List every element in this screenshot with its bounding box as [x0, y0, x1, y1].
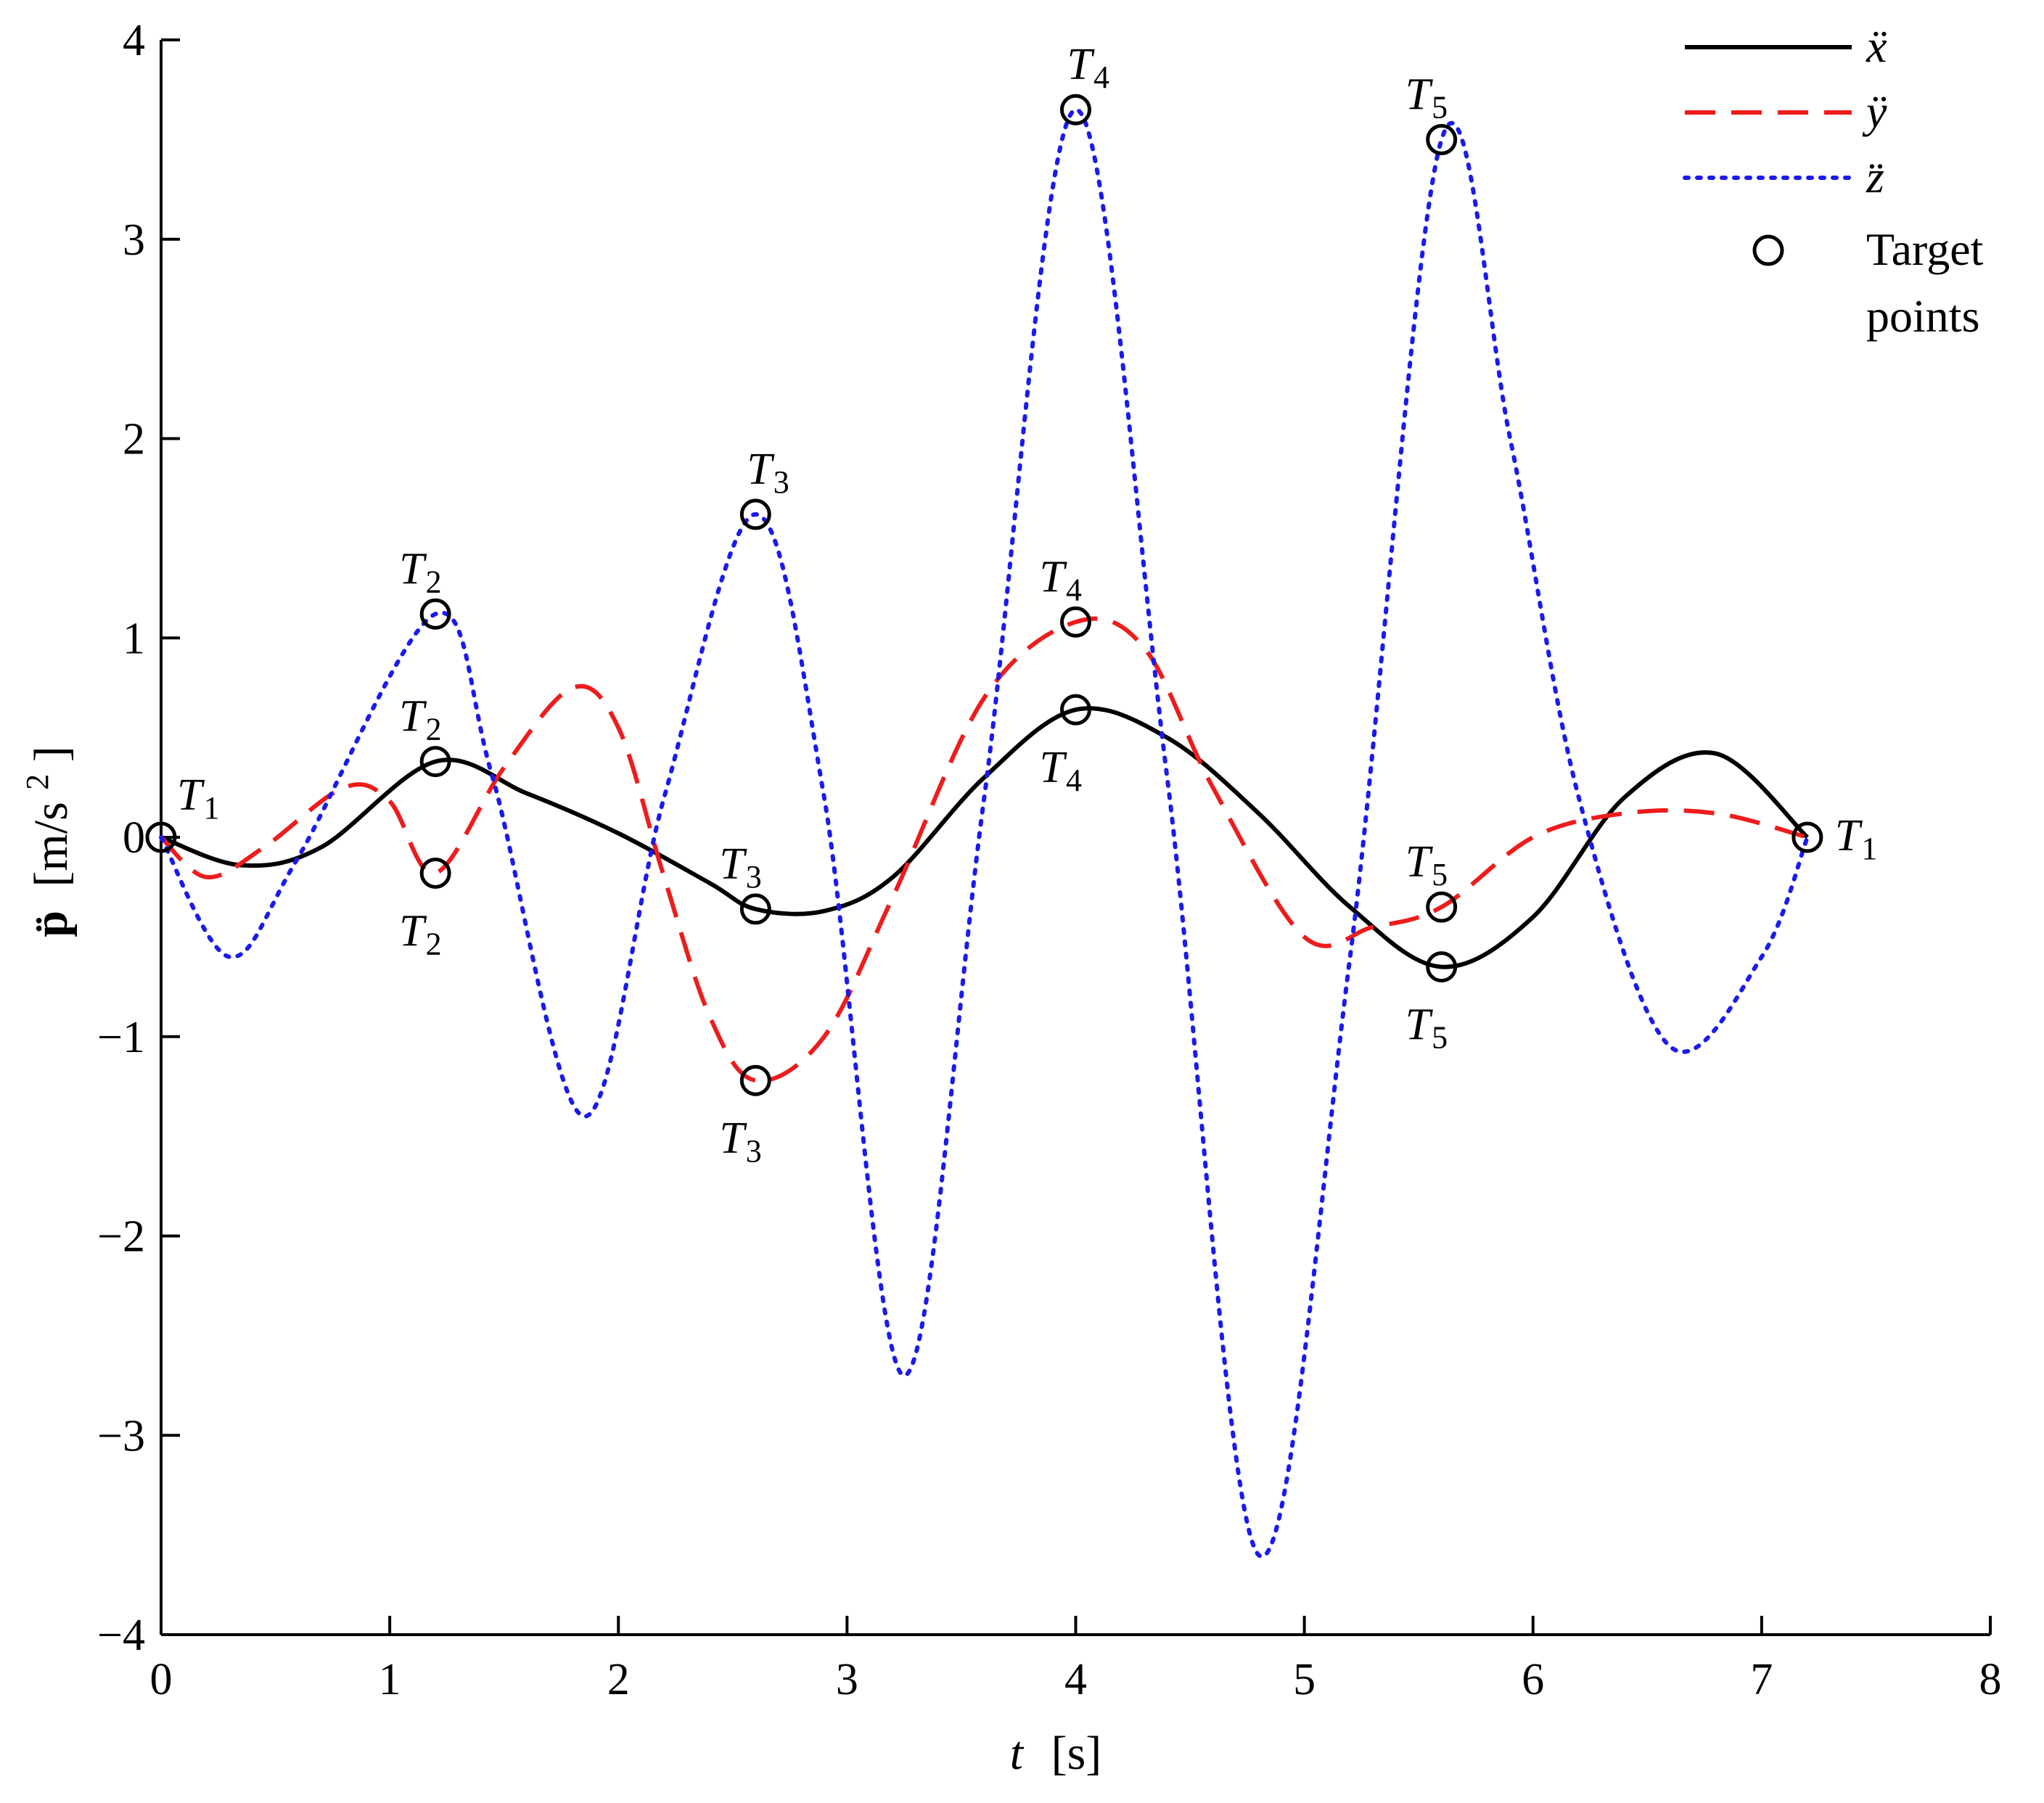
target-point-label: T3 — [719, 839, 761, 895]
target-point-marker — [1060, 694, 1091, 726]
y-tick-label: −2 — [97, 1212, 145, 1262]
target-point-marker — [739, 498, 771, 530]
legend-label-target-points: Target — [1866, 223, 1984, 275]
x-axis-label: t [s] — [1010, 1727, 1102, 1780]
target-point-label: T3 — [719, 1114, 761, 1169]
target-point-label: T2 — [399, 692, 441, 747]
legend: ẍ ÿ z̈ Target points — [1683, 20, 1984, 342]
target-point-marker — [419, 857, 451, 889]
target-point-marker — [1060, 94, 1091, 126]
x-tick-label: 0 — [150, 1655, 173, 1704]
target-point-label: T2 — [399, 906, 441, 961]
y-tick-label: 4 — [123, 16, 145, 65]
y-tick-label: −1 — [97, 1013, 145, 1062]
x-tick-label: 2 — [607, 1655, 630, 1704]
y-tick-label: 0 — [123, 813, 145, 863]
x-tick-label: 5 — [1293, 1655, 1316, 1704]
x-axis-unit: [s] — [1051, 1727, 1102, 1780]
y-tick-label: 1 — [123, 614, 145, 663]
legend-label-y: ÿ — [1862, 86, 1887, 137]
legend-swatch-target-points — [1752, 234, 1784, 266]
target-point-label: T3 — [747, 445, 789, 500]
target-point-label: T2 — [399, 544, 441, 599]
axes: 0 1 2 3 4 5 6 7 8 −4 −3 −2 −1 0 1 2 3 4 — [97, 16, 2001, 1704]
target-points-layer: T1 T1 T2 T2 T2 T3 T3 T3 T4 T4 T4 T5 T5 T5 — [145, 40, 1877, 1169]
series-line-z-accel — [159, 107, 1810, 1559]
target-point-marker — [1426, 891, 1458, 923]
target-point-marker — [145, 821, 177, 853]
target-point-marker — [739, 1064, 771, 1096]
target-point-label: T5 — [1405, 1001, 1448, 1056]
target-point-label: T4 — [1040, 743, 1082, 798]
x-tick-label: 3 — [836, 1655, 858, 1704]
target-point-marker — [1426, 951, 1458, 983]
target-point-label: T5 — [1405, 70, 1448, 125]
y-axis-unit-exponent: 2 — [20, 774, 55, 790]
target-point-label: T1 — [177, 771, 219, 826]
target-point-label: T4 — [1067, 40, 1109, 95]
series-layer — [159, 107, 1810, 1559]
target-point-marker — [1426, 123, 1458, 155]
x-tick-label: 7 — [1750, 1655, 1773, 1704]
y-tick-label: 3 — [123, 215, 145, 265]
y-axis-symbol: p̈ — [25, 911, 78, 937]
x-tick-label: 6 — [1522, 1655, 1544, 1704]
x-axis-variable: t — [1010, 1727, 1025, 1780]
target-point-label: T1 — [1835, 811, 1877, 866]
y-axis-label: p̈ [m/s 2 ] — [6, 746, 78, 937]
y-tick-label: 2 — [123, 415, 145, 464]
legend-label-x: ẍ — [1866, 20, 1887, 72]
legend-label-target-points: points — [1866, 290, 1979, 342]
y-axis-unit-close: ] — [25, 746, 78, 762]
target-point-marker — [419, 746, 451, 778]
y-axis-unit: [m/s — [25, 802, 78, 887]
target-point-marker — [739, 893, 771, 925]
x-tick-label: 4 — [1064, 1655, 1087, 1704]
y-tick-label: −4 — [97, 1611, 145, 1660]
target-point-marker — [419, 598, 451, 630]
y-tick-label: −3 — [97, 1411, 145, 1461]
x-tick-label: 8 — [1979, 1655, 2002, 1704]
target-point-marker — [1791, 821, 1823, 853]
target-point-marker — [1060, 606, 1091, 638]
x-tick-label: 1 — [379, 1655, 401, 1704]
target-point-label: T4 — [1040, 552, 1082, 607]
series-line-y-accel — [159, 616, 1808, 1083]
target-point-label: T5 — [1405, 837, 1448, 892]
legend-label-z: z̈ — [1866, 151, 1884, 202]
